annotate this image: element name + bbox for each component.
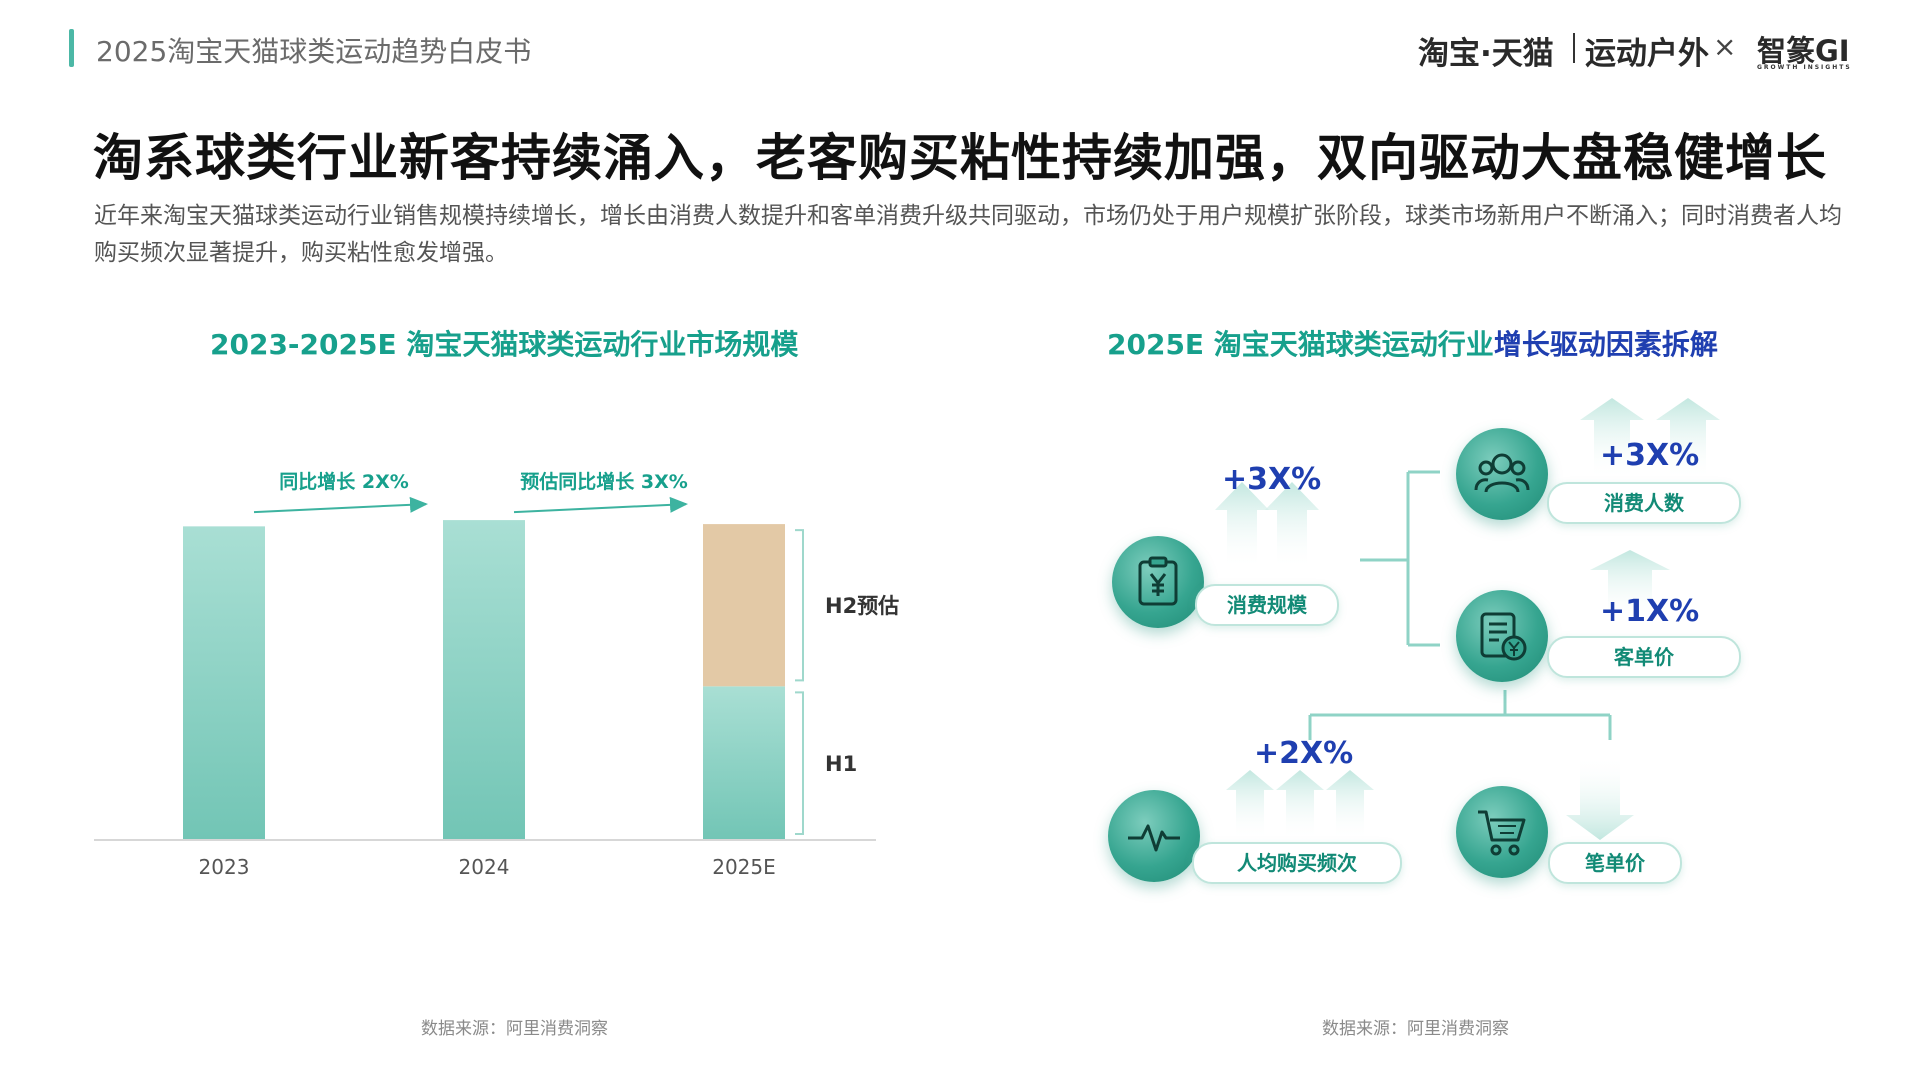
x-tick-label: 2025E: [712, 855, 776, 879]
driver-diagram-graphics: [1215, 398, 1720, 840]
x-tick-label: 2023: [199, 855, 250, 879]
driver-label-unit-price: 笔单价: [1548, 842, 1682, 884]
brand-times-sign: ×: [1713, 30, 1737, 63]
up-arrow-aov: [1590, 550, 1670, 620]
right-title-highlight: 增长驱动因素拆解: [1493, 328, 1718, 361]
driver-pct-aov: +1X%: [1600, 594, 1700, 629]
driver-label-frequency: 人均购买频次: [1192, 842, 1402, 884]
brand-gi-subtitle: GROWTH INSIGHTS: [1757, 64, 1852, 71]
unit-price-icon-badge: [1456, 786, 1548, 878]
report-title: 2025淘宝天猫球类运动趋势白皮书: [96, 35, 532, 68]
bar-2023-h1: [183, 526, 265, 840]
bar-2024-h1: [443, 520, 525, 840]
left-source-note: 数据来源：阿里消费洞察: [421, 1019, 608, 1039]
segment-label: H1: [825, 752, 857, 776]
bar-2025E-h1: [703, 686, 785, 840]
right-source-note: 数据来源：阿里消费洞察: [1322, 1019, 1509, 1039]
bill-yen-icon: [1480, 612, 1527, 661]
segment-label: H2预估: [825, 594, 899, 618]
growth-annotation: 同比增长 2X%: [279, 470, 409, 493]
market-size-bar-chart: 2023 2024 2025E 同比增长 2X% 预估同比增长 3X% H2预估 H1: [94, 470, 899, 879]
bar-2025E-h2: [703, 524, 785, 687]
brand-sports-outdoor: 运动户外: [1585, 36, 1709, 72]
users-icon: [1474, 453, 1530, 493]
down-arrow-unit-price: [1566, 755, 1634, 840]
aov-icon-badge: [1456, 590, 1548, 682]
brand-taobao-tmall: 淘宝·天猫: [1418, 36, 1554, 72]
page-description: 近年来淘宝天猫球类运动行业销售规模持续增长，增长由消费人数提升和客单消费升级共同…: [94, 203, 1842, 266]
driver-pct-buyers: +3X%: [1600, 438, 1700, 473]
tree-connectors: [1308, 470, 1612, 740]
driver-label-scale: 消费规模: [1195, 584, 1339, 626]
page-headline: 淘系球类行业新客持续涌入，老客购买粘性持续加强，双向驱动大盘稳健增长: [93, 129, 1827, 187]
pulse-icon: [1128, 824, 1180, 852]
left-chart-title: 2023-2025E 淘宝天猫球类运动行业市场规模: [210, 328, 799, 361]
growth-arrow: [513, 496, 688, 514]
header-accent-bar: [69, 29, 74, 67]
growth-arrow: [253, 496, 428, 514]
up-arrows-scale: [1215, 482, 1319, 570]
segment-bracket: [795, 691, 804, 835]
driver-label-aov: 客单价: [1547, 636, 1741, 678]
driver-pct-frequency: +2X%: [1254, 736, 1354, 771]
x-tick-label: 2024: [459, 855, 510, 879]
up-arrows-frequency: [1226, 770, 1374, 840]
driver-pct-scale: +3X%: [1222, 462, 1322, 497]
brand-divider: [1573, 33, 1575, 63]
receipt-yen-icon: [1138, 556, 1178, 606]
frequency-icon-badge: [1108, 790, 1200, 882]
right-diagram-title: 2025E 淘宝天猫球类运动行业增长驱动因素拆解: [1107, 323, 1718, 363]
cart-icon: [1478, 810, 1526, 856]
scale-icon-badge: [1112, 536, 1204, 628]
right-title-main: 2025E 淘宝天猫球类运动行业: [1107, 328, 1494, 361]
up-arrows-buyers: [1580, 398, 1720, 480]
driver-label-buyers: 消费人数: [1547, 482, 1741, 524]
brand-gi-logo: 智篆GI: [1757, 34, 1850, 68]
growth-annotation: 预估同比增长 3X%: [520, 470, 688, 493]
buyers-icon-badge: [1456, 428, 1548, 520]
segment-bracket: [795, 529, 804, 682]
